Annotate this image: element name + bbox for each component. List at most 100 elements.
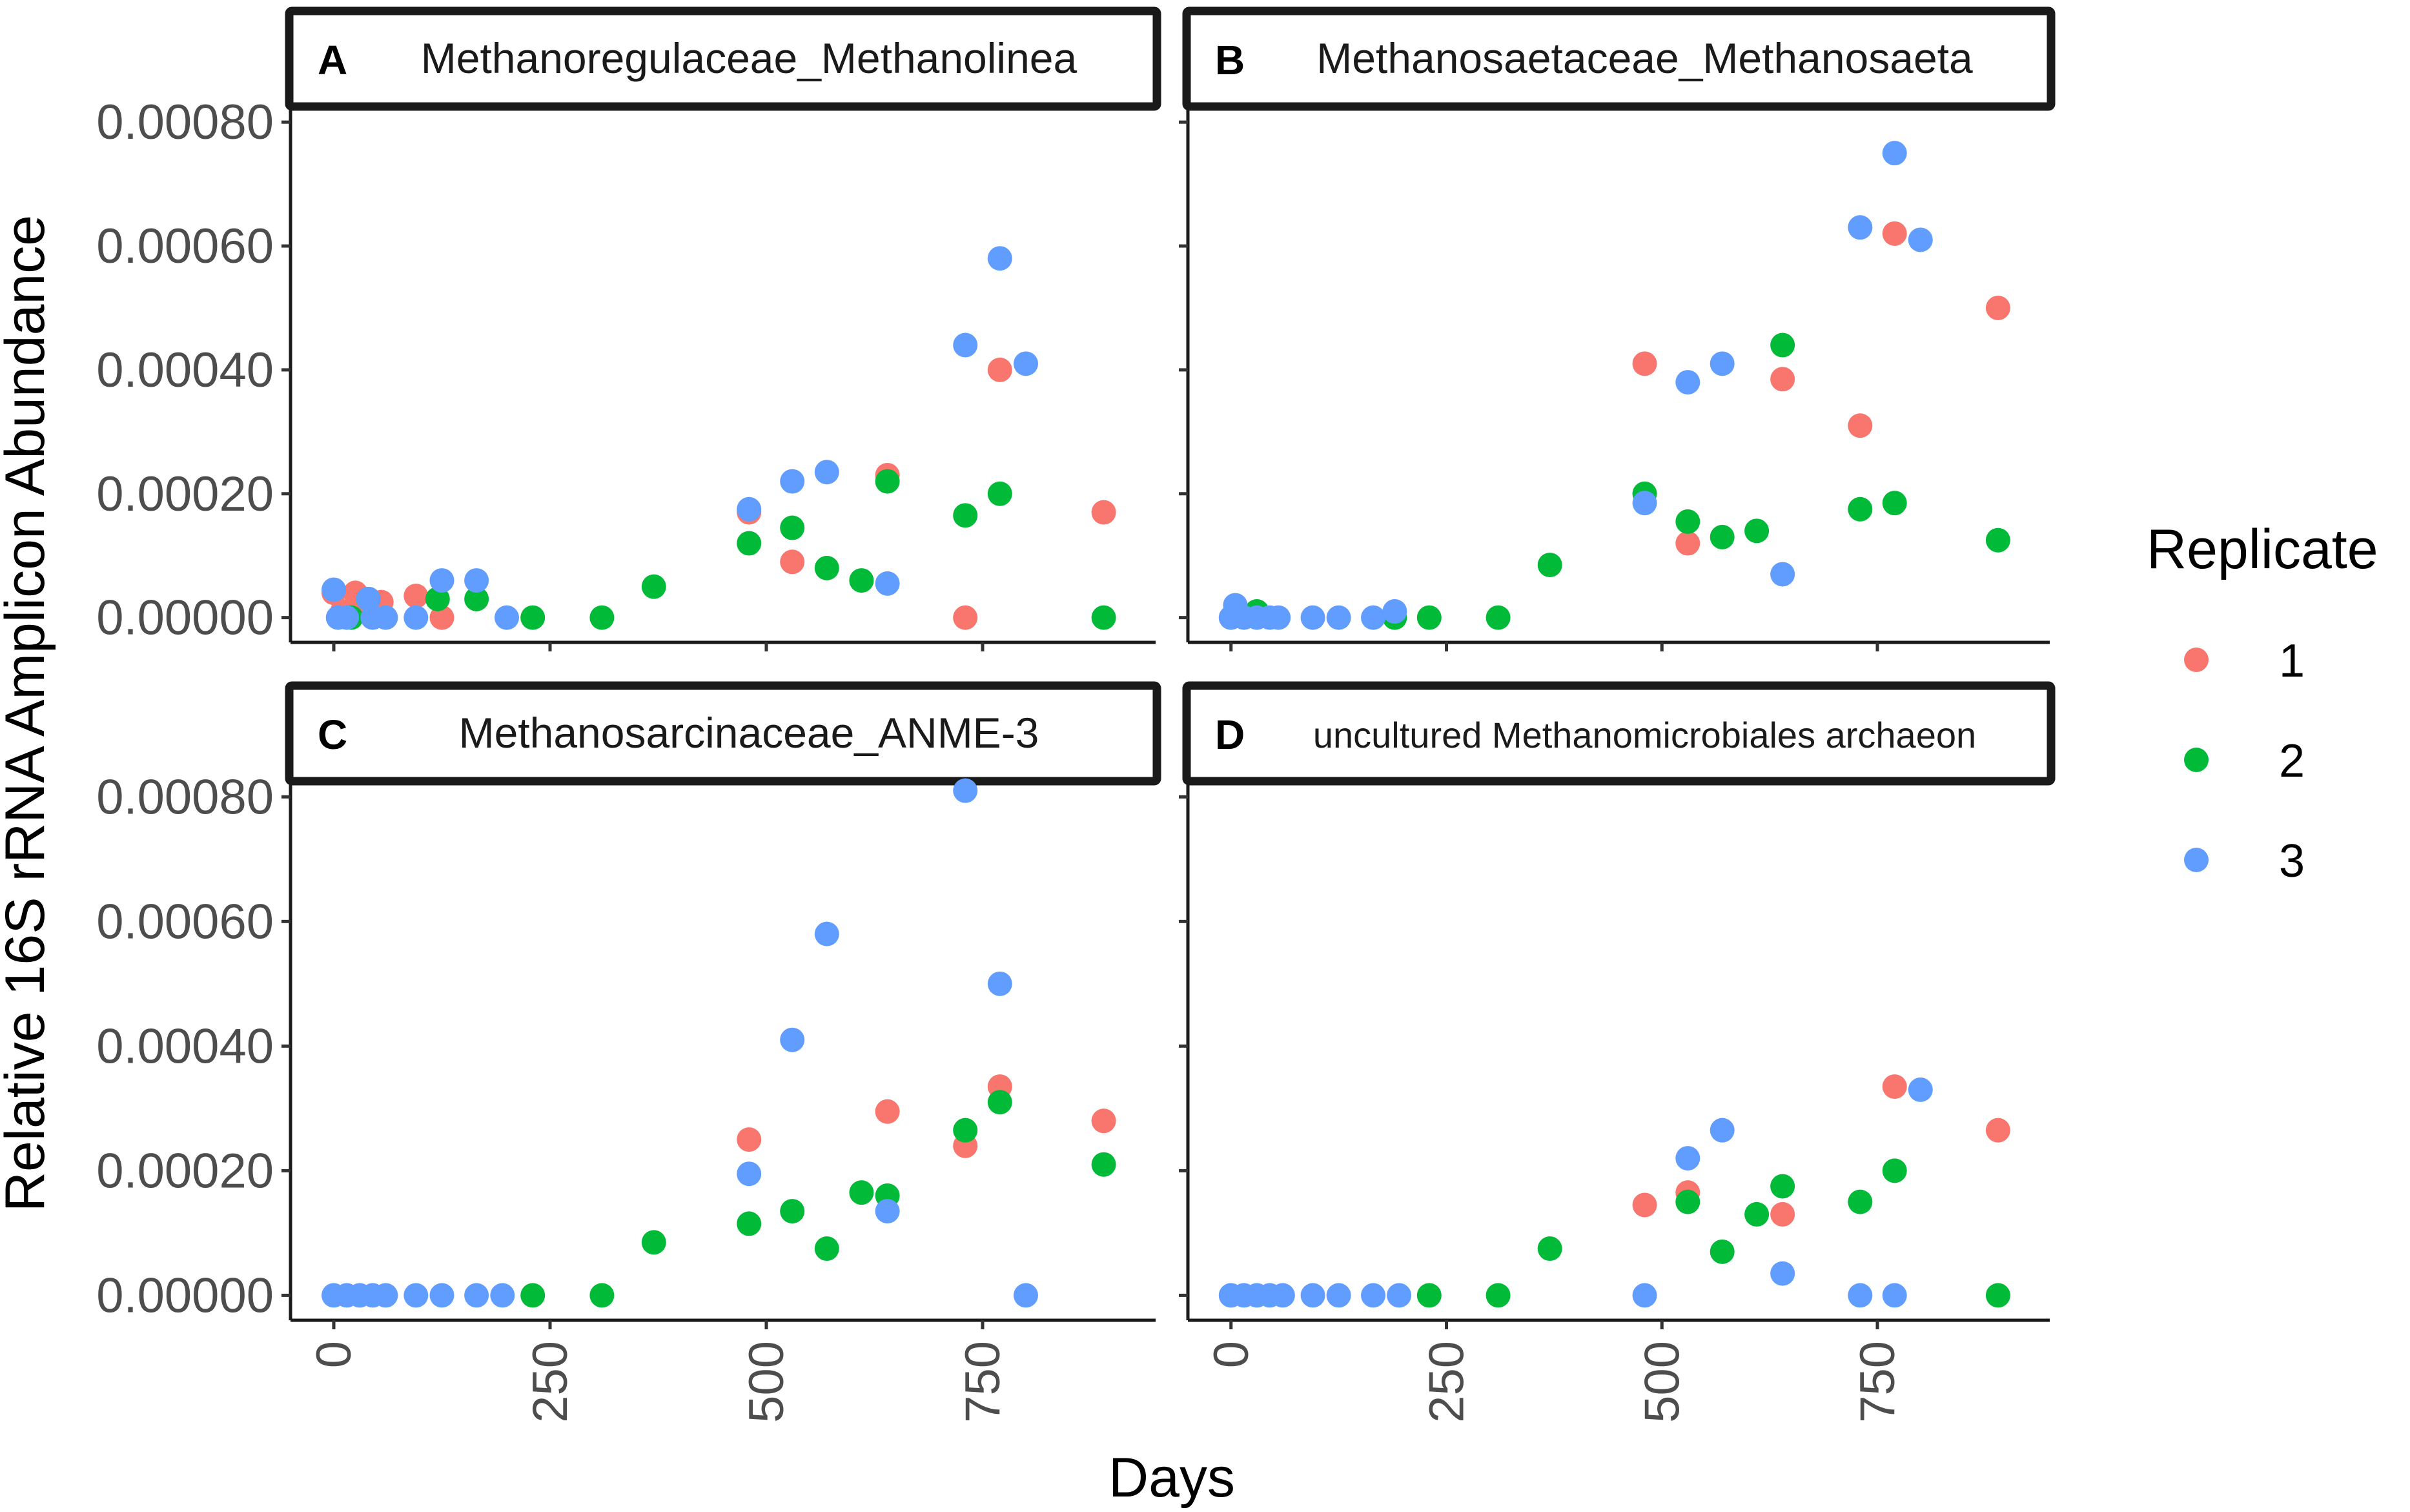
panel-a-point-replicate-3 — [464, 568, 489, 593]
panel-b-point-replicate-3 — [1632, 491, 1657, 516]
panel-d-strip — [1182, 681, 2056, 786]
panel-a-point-replicate-1 — [780, 549, 805, 575]
panel-b-point-replicate-2 — [1985, 527, 2010, 553]
panel-a-point-replicate-1 — [1091, 500, 1116, 525]
panel-b-point-replicate-1 — [1770, 367, 1795, 392]
panel-b-point-replicate-3 — [1710, 351, 1735, 376]
panel-d-point-replicate-3 — [1361, 1283, 1386, 1308]
panel-a-point-replicate-1 — [953, 605, 978, 630]
panel-c-point-replicate-2 — [737, 1211, 762, 1236]
panel-d-point-replicate-3 — [1908, 1077, 1933, 1102]
panel-c-x-tick-label: 750 — [955, 1341, 1010, 1423]
panel-b-title: Methanosaetaceae_Methanosaeta — [1316, 34, 1973, 82]
panel-a-point-replicate-3 — [814, 460, 839, 485]
panel-a-point-replicate-3 — [334, 605, 360, 630]
panel-b-point-replicate-3 — [1361, 605, 1386, 630]
panel-d-point-replicate-2 — [1486, 1283, 1511, 1308]
panel-a-point-replicate-2 — [589, 605, 615, 630]
panel-b-point-replicate-1 — [1882, 221, 1907, 246]
panel-a-point-replicate-1 — [987, 357, 1012, 382]
panel-c-point-replicate-2 — [814, 1236, 839, 1262]
panel-a-point-replicate-3 — [322, 577, 346, 602]
panel-a-point-replicate-3 — [1014, 351, 1038, 376]
panel-a-point-replicate-3 — [875, 571, 900, 596]
panel-a-y-tick-label: 0.00060 — [96, 219, 274, 274]
panel-d-point-replicate-2 — [1744, 1201, 1770, 1227]
panel-c-point-replicate-3 — [780, 1027, 805, 1052]
panel-d-point-replicate-1 — [1882, 1074, 1907, 1099]
panel-d-point-replicate-2 — [1985, 1283, 2010, 1308]
panel-c-point-replicate-1 — [1091, 1108, 1116, 1134]
panel-b-point-replicate-2 — [1744, 518, 1770, 544]
panel-a-point-replicate-2 — [780, 515, 805, 540]
panel-c-x-tick-label: 250 — [523, 1341, 578, 1423]
panel-a-label: A — [318, 37, 347, 83]
panel-c-point-replicate-3 — [814, 921, 839, 946]
panel-a-point-replicate-3 — [495, 605, 519, 630]
panel-b-point-replicate-2 — [1537, 553, 1562, 578]
panel-b-point-replicate-2 — [1675, 509, 1700, 534]
panel-b-point-replicate-3 — [1326, 605, 1351, 630]
panel-b-point-replicate-3 — [1266, 605, 1291, 630]
panel-d-point-replicate-3 — [1632, 1283, 1657, 1308]
panel-b-point-replicate-2 — [1710, 524, 1735, 549]
panel-d-point-replicate-1 — [1985, 1118, 2010, 1143]
panel-b-point-replicate-3 — [1908, 227, 1933, 252]
panel-a-point-replicate-2 — [1091, 605, 1116, 630]
panel-b-point-replicate-1 — [1985, 295, 2010, 320]
panel-d-point-replicate-2 — [1710, 1239, 1735, 1264]
panel-a-point-replicate-3 — [953, 332, 978, 358]
panel-a-point-replicate-2 — [849, 568, 874, 593]
panel-d-label: D — [1215, 711, 1245, 758]
panel-c-point-replicate-2 — [1091, 1152, 1116, 1177]
panel-a-point-replicate-3 — [987, 246, 1012, 271]
panel-d-point-replicate-3 — [1675, 1146, 1700, 1171]
panel-a-point-replicate-3 — [780, 469, 805, 494]
panel-b-point-replicate-1 — [1632, 351, 1657, 376]
panel-b-point-replicate-3 — [1770, 562, 1795, 587]
panel-c-y-tick-label: 0.00080 — [96, 770, 274, 824]
panel-c-y-tick-label: 0.00040 — [96, 1019, 274, 1074]
panel-a-point-replicate-2 — [641, 574, 666, 599]
panel-d-x-tick-label: 250 — [1420, 1341, 1475, 1423]
panel-d-point-replicate-2 — [1882, 1158, 1907, 1183]
panel-b-point-replicate-3 — [1882, 141, 1907, 166]
panel-d-point-replicate-3 — [1270, 1283, 1295, 1308]
panel-c-point-replicate-3 — [429, 1283, 454, 1308]
panel-d-point-replicate-3 — [1770, 1261, 1795, 1286]
panel-c-label: C — [318, 711, 347, 758]
panel-d-x-tick-label: 750 — [1850, 1341, 1905, 1423]
panel-a-y-tick-label: 0.00020 — [96, 467, 274, 522]
legend-key-replicate-1 — [2184, 648, 2209, 672]
panel-b-point-replicate-2 — [1416, 605, 1442, 630]
panel-a-strip — [285, 6, 1161, 111]
panel-b-point-replicate-2 — [1848, 496, 1873, 522]
panel-d-point-replicate-3 — [1300, 1283, 1325, 1308]
panel-d-point-replicate-2 — [1848, 1189, 1873, 1214]
panel-a-point-replicate-1 — [429, 605, 454, 630]
panel-c-point-replicate-3 — [1014, 1283, 1038, 1308]
panel-b-point-replicate-2 — [1486, 605, 1511, 630]
legend-key-replicate-3 — [2184, 848, 2209, 872]
panel-b-strip — [1182, 6, 2056, 111]
panel-a-y-tick-label: 0.00040 — [96, 343, 274, 398]
panel-c-point-replicate-3 — [987, 971, 1012, 996]
panel-c-x-tick-label: 500 — [739, 1341, 794, 1423]
panel-c-point-replicate-3 — [490, 1283, 515, 1308]
panel-b-point-replicate-3 — [1382, 599, 1407, 624]
panel-d-point-replicate-3 — [1882, 1283, 1907, 1308]
panel-d-point-replicate-2 — [1675, 1189, 1700, 1214]
panel-d-point-replicate-3 — [1326, 1283, 1351, 1308]
panel-a-point-replicate-2 — [464, 586, 489, 611]
panel-c-point-replicate-2 — [520, 1283, 546, 1308]
panel-b-point-replicate-3 — [1675, 370, 1700, 395]
legend-label-replicate-3: 3 — [2279, 835, 2305, 887]
panel-d-x-tick-label: 0 — [1204, 1341, 1259, 1368]
panel-b-point-replicate-1 — [1675, 531, 1700, 556]
panel-c-y-tick-label: 0.00060 — [96, 894, 274, 949]
panel-c-point-replicate-3 — [464, 1283, 489, 1308]
panel-a-point-replicate-2 — [737, 531, 762, 556]
panel-c-strip — [285, 681, 1161, 786]
panel-c-point-replicate-1 — [875, 1099, 900, 1124]
panel-a-point-replicate-2 — [814, 555, 839, 580]
